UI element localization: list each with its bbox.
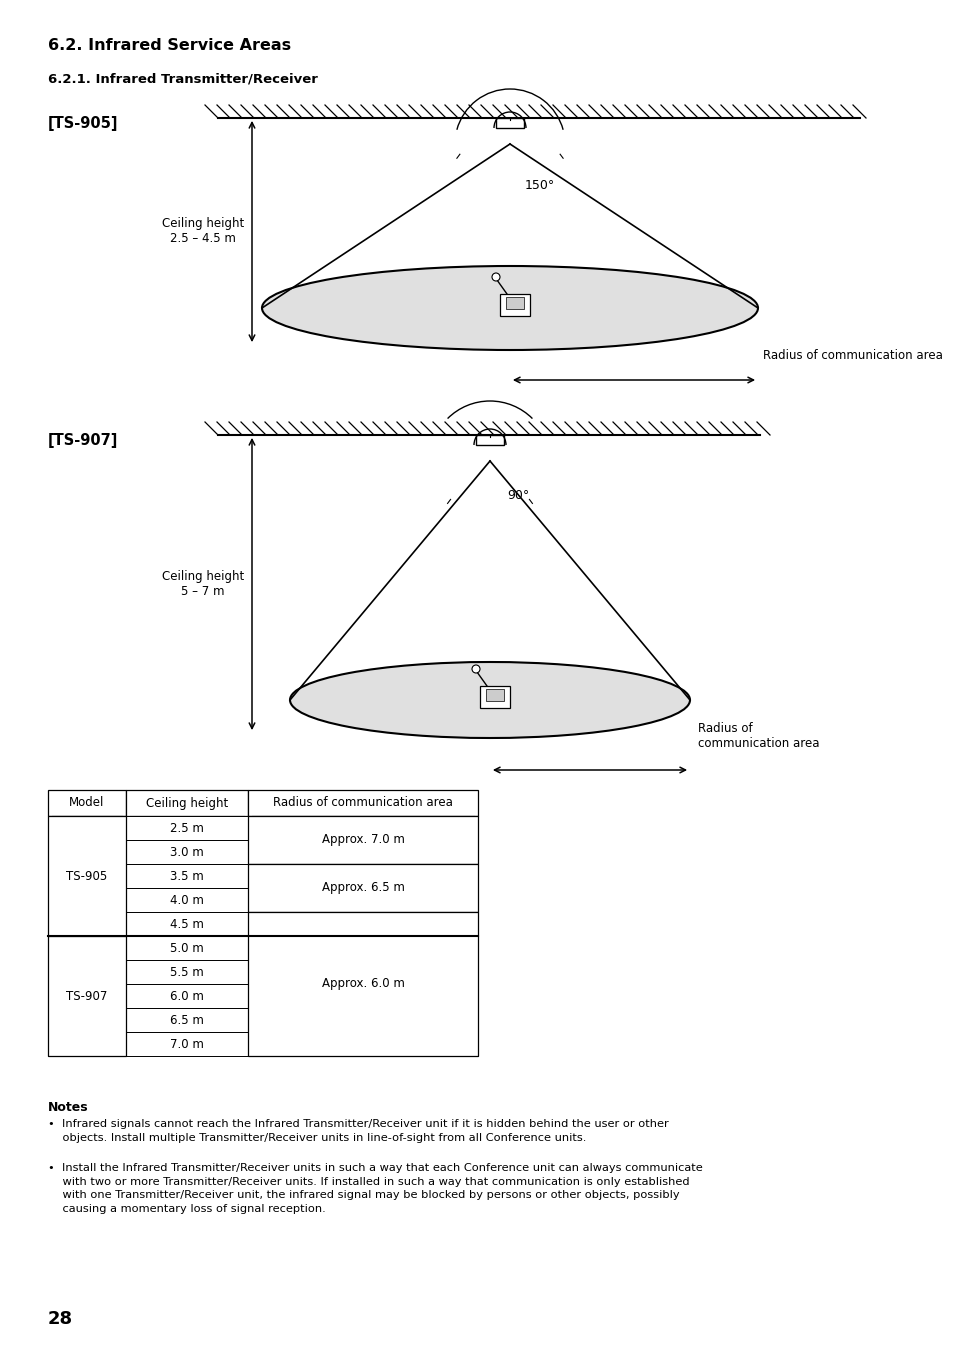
Ellipse shape xyxy=(290,662,689,738)
Bar xyxy=(48,815,126,840)
Bar xyxy=(499,294,530,316)
Bar xyxy=(48,815,126,936)
Text: 150°: 150° xyxy=(524,180,555,192)
Bar xyxy=(48,984,126,1008)
Bar xyxy=(126,1031,248,1056)
Text: Ceiling height
5 – 7 m: Ceiling height 5 – 7 m xyxy=(162,570,244,598)
Bar xyxy=(126,960,248,984)
Text: 3.5 m: 3.5 m xyxy=(170,869,204,883)
Text: Notes: Notes xyxy=(48,1102,89,1114)
Text: TS-905: TS-905 xyxy=(67,869,108,883)
Text: •  Infrared signals cannot reach the Infrared Transmitter/Receiver unit if it is: • Infrared signals cannot reach the Infr… xyxy=(48,1119,668,1142)
Text: 7.0 m: 7.0 m xyxy=(170,1038,204,1050)
Bar xyxy=(248,913,477,1056)
Bar xyxy=(248,913,477,936)
Bar xyxy=(48,913,126,936)
Bar xyxy=(505,297,523,309)
Bar xyxy=(126,815,248,840)
Bar xyxy=(496,117,523,128)
Text: 6.2. Infrared Service Areas: 6.2. Infrared Service Areas xyxy=(48,38,291,53)
Bar xyxy=(126,1008,248,1031)
Ellipse shape xyxy=(262,266,758,350)
Text: Model: Model xyxy=(70,796,105,810)
Bar xyxy=(48,960,126,984)
Circle shape xyxy=(492,273,499,281)
Bar xyxy=(248,840,477,864)
Text: Radius of communication area: Radius of communication area xyxy=(273,796,453,810)
Text: 3.0 m: 3.0 m xyxy=(170,845,204,859)
Bar xyxy=(476,435,503,446)
Bar xyxy=(248,960,477,984)
Bar xyxy=(479,686,510,707)
Text: 90°: 90° xyxy=(506,489,529,502)
Bar xyxy=(248,815,477,864)
Text: Approx. 6.0 m: Approx. 6.0 m xyxy=(321,977,404,991)
Bar xyxy=(248,864,477,888)
Text: 28: 28 xyxy=(48,1310,73,1328)
Bar xyxy=(248,815,477,840)
Text: 5.5 m: 5.5 m xyxy=(170,965,204,979)
Bar xyxy=(126,790,248,815)
Bar xyxy=(248,984,477,1008)
Text: 6.2.1. Infrared Transmitter/Receiver: 6.2.1. Infrared Transmitter/Receiver xyxy=(48,72,317,85)
Text: Radius of
communication area: Radius of communication area xyxy=(698,722,819,751)
Text: [TS-905]: [TS-905] xyxy=(48,116,118,131)
Bar xyxy=(48,936,126,1056)
Text: Ceiling height
2.5 – 4.5 m: Ceiling height 2.5 – 4.5 m xyxy=(162,217,244,246)
Bar xyxy=(48,936,126,960)
Bar xyxy=(48,840,126,864)
Bar xyxy=(126,984,248,1008)
Bar xyxy=(126,913,248,936)
Text: 5.0 m: 5.0 m xyxy=(170,941,204,954)
Text: Approx. 7.0 m: Approx. 7.0 m xyxy=(321,833,404,846)
Bar xyxy=(126,936,248,960)
Circle shape xyxy=(472,666,479,674)
Bar xyxy=(485,688,503,701)
Bar xyxy=(248,1008,477,1031)
Bar xyxy=(48,790,126,815)
Bar xyxy=(48,864,126,888)
Text: 2.5 m: 2.5 m xyxy=(170,822,204,834)
Bar xyxy=(248,864,477,913)
Text: Approx. 6.5 m: Approx. 6.5 m xyxy=(321,882,404,895)
Bar xyxy=(48,1031,126,1056)
Text: Radius of communication area: Radius of communication area xyxy=(762,350,942,362)
Bar xyxy=(48,888,126,913)
Text: TS-907: TS-907 xyxy=(67,990,108,1003)
Bar xyxy=(248,790,477,815)
Bar xyxy=(248,1031,477,1056)
Text: 4.0 m: 4.0 m xyxy=(170,894,204,906)
Bar xyxy=(248,936,477,960)
Text: Ceiling height: Ceiling height xyxy=(146,796,228,810)
Text: [TS-907]: [TS-907] xyxy=(48,433,118,448)
Text: 6.5 m: 6.5 m xyxy=(170,1014,204,1026)
Bar xyxy=(126,888,248,913)
Bar xyxy=(126,840,248,864)
Bar xyxy=(248,888,477,913)
Text: 6.0 m: 6.0 m xyxy=(170,990,204,1003)
Bar xyxy=(48,1008,126,1031)
Bar xyxy=(126,864,248,888)
Text: 4.5 m: 4.5 m xyxy=(170,918,204,930)
Text: •  Install the Infrared Transmitter/Receiver units in such a way that each Confe: • Install the Infrared Transmitter/Recei… xyxy=(48,1162,702,1214)
